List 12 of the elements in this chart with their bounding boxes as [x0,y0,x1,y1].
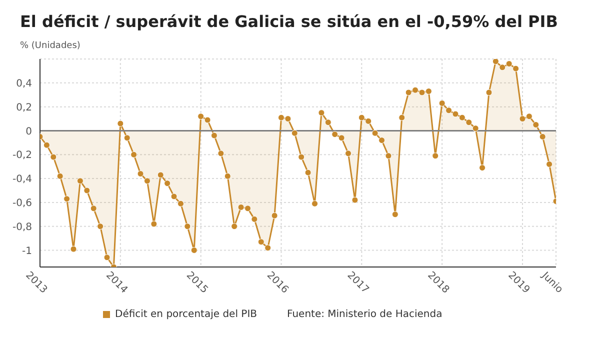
source-note: Fuente: Ministerio de Hacienda [287,309,442,320]
y-tick-label: 0 [26,126,32,138]
y-tick-label: -0,2 [12,150,32,162]
y-tick-label: -0,8 [12,222,32,233]
y-tick-label: -0,6 [12,198,32,209]
y-axis-title: % (Unidades) [19,41,82,51]
chart-title: El déficit / superávit de Galicia se sitúa en el -0,59% del PIB [19,11,559,31]
legend-label: Déficit en porcentaje del PIB [115,309,257,320]
y-tick-label: -1 [22,246,32,257]
y-tick-label: -0,4 [12,174,32,186]
y-tick-label: 0,4 [16,78,32,90]
y-tick-label: 0,2 [16,102,32,114]
